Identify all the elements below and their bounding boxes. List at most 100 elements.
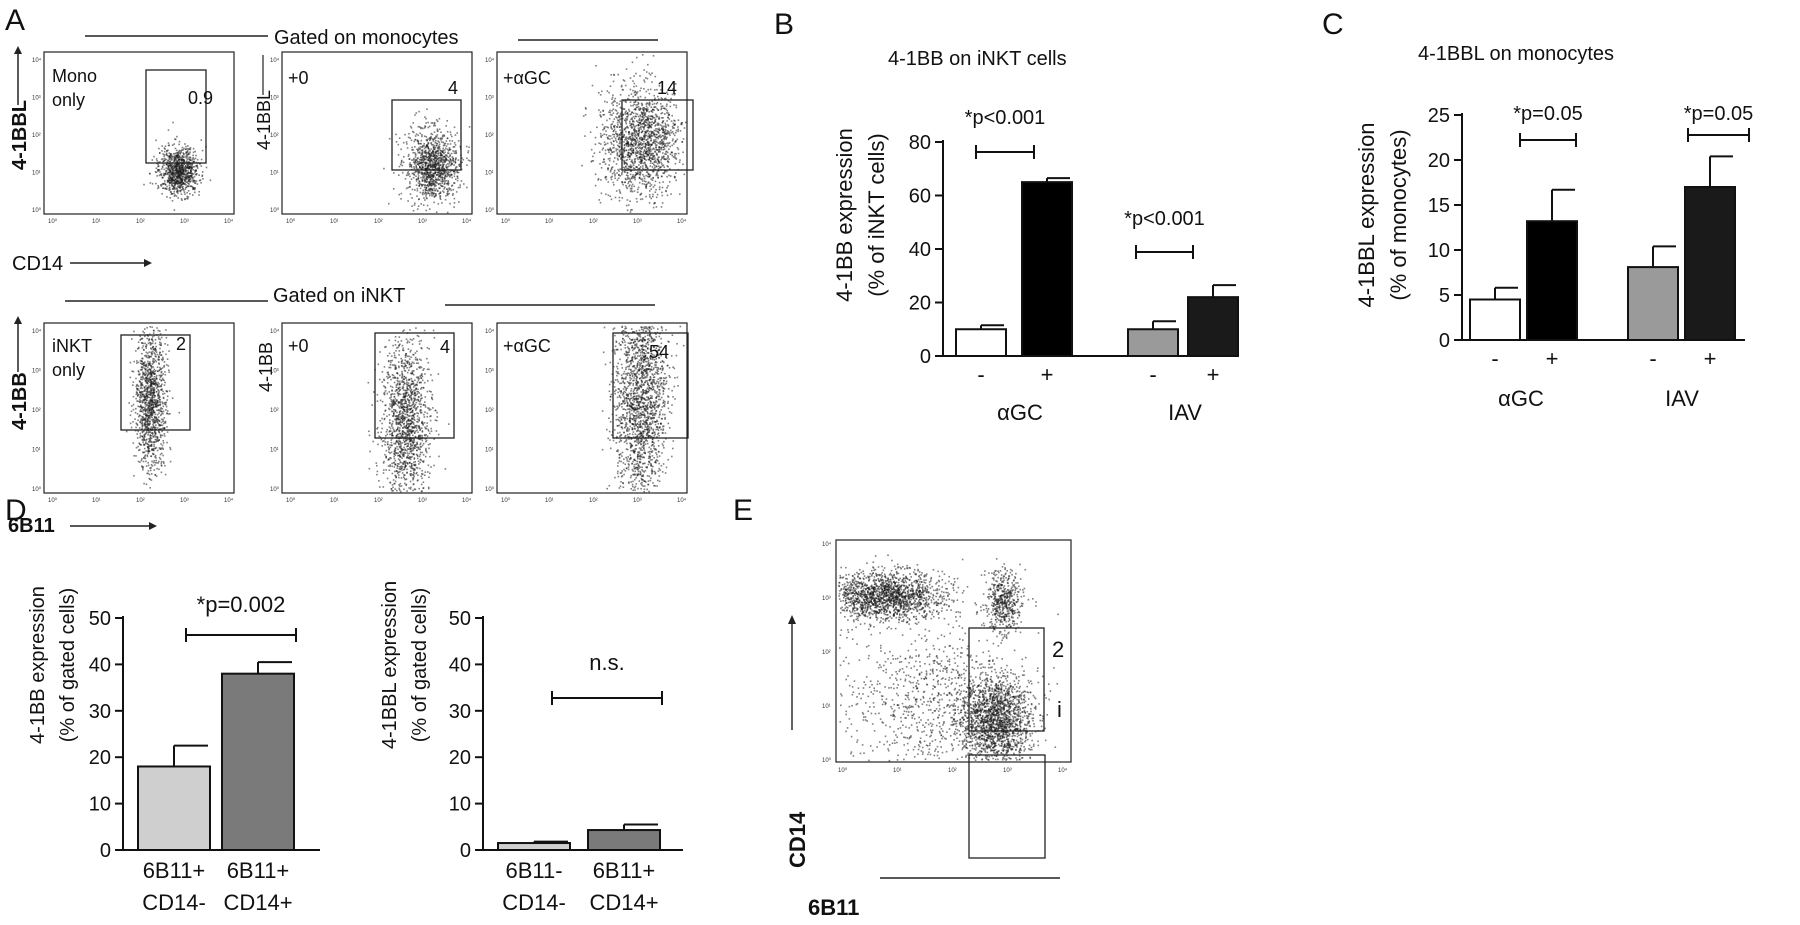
flow-tick-label: 10¹ <box>32 171 41 177</box>
y-axis-label-d-right: 4-1BBL expression (% of gated cells) <box>379 581 431 749</box>
flow-tick-label: 10² <box>822 650 831 656</box>
flow-tick-label: 10¹ <box>545 498 554 504</box>
y-tick-label: 20 <box>1428 150 1450 172</box>
panel-label-b: B <box>774 8 794 41</box>
flow-tick-label: 10³ <box>418 219 427 225</box>
flow-tick-label: 10¹ <box>545 219 554 225</box>
flow-tick-label: 10² <box>270 408 279 414</box>
axis-arrowhead <box>14 316 22 324</box>
flow-tick-label: 10³ <box>418 498 427 504</box>
flow-tick-label: 10⁰ <box>270 486 280 493</box>
y-tick-label: 0 <box>1439 330 1450 352</box>
flow-tick-label: 10³ <box>485 96 494 102</box>
gate-value: 0.9 <box>188 88 213 108</box>
gate-e-lower-label: i <box>1057 697 1062 722</box>
flow-tick-label: 10² <box>374 219 383 225</box>
flow-tick-label: 10² <box>485 408 494 414</box>
density-cloud <box>581 54 687 213</box>
axis-label-4-1bb: 4-1BB <box>9 372 31 430</box>
flow-tick-label: 10³ <box>633 219 642 225</box>
flow-tick-label: 10¹ <box>485 448 494 454</box>
treatment-sign: + <box>1207 362 1220 387</box>
gate-value: 4 <box>440 337 450 357</box>
flow-tick-label: 10⁰ <box>838 767 848 774</box>
y-axis-label-d-left: 4-1BB expression (% of gated cells) <box>27 586 79 744</box>
flow-tick-label: 10⁰ <box>32 486 42 493</box>
flow-tick-label: 10¹ <box>270 448 279 454</box>
flow-tick-label: 10³ <box>180 219 189 225</box>
flow-tick-label: 10² <box>374 498 383 504</box>
bar <box>1627 266 1679 342</box>
y-tick-label: 15 <box>1428 195 1450 217</box>
density-cloud <box>838 554 1016 633</box>
flow-tick-label: 10⁰ <box>501 218 511 225</box>
panel-a-top-header: Gated on monocytes <box>274 27 459 49</box>
density-cloud <box>383 108 471 214</box>
bar-chart-b: 0 20 40 60 80 - + - + αGC IAV *p<0.001 *p<0.001 <box>909 107 1239 425</box>
group-label: αGC <box>997 400 1043 425</box>
panel-a-bottom-header: Gated on iNKT <box>273 285 405 307</box>
flow-tick-label: 10¹ <box>92 498 101 504</box>
flow-plot-e <box>835 539 1072 763</box>
flow-tick-label: 10⁴ <box>1058 767 1068 774</box>
flow-tick-label: 10⁰ <box>270 207 280 214</box>
flow-tick-label: 10⁴ <box>677 497 687 504</box>
flow-tick-label: 10¹ <box>330 219 339 225</box>
flow-tick-label: 10⁴ <box>677 218 687 225</box>
panel-d: 4-1BB expression (% of gated cells) 0 10 20… <box>27 581 683 915</box>
flow-tick-label: 10⁴ <box>270 57 280 64</box>
flow-tick-label: 10³ <box>32 96 41 102</box>
axis-arrowhead <box>144 259 152 267</box>
flow-tick-label: 10⁰ <box>48 218 58 225</box>
bar <box>497 842 571 851</box>
plot-corner-text: +0 <box>288 336 309 356</box>
axis-label-6b11: 6B11 <box>8 515 55 537</box>
y-tick-label: 0 <box>460 840 471 862</box>
chart-title-c: 4-1BBL on monocytes <box>1418 43 1614 65</box>
flow-tick-label: 10⁴ <box>485 57 495 64</box>
gate-mono-plus-agc <box>621 99 694 171</box>
category-label: 6B11+ <box>227 858 290 883</box>
density-cloud <box>143 121 212 211</box>
gate-value: 14 <box>657 78 677 98</box>
group-label: αGC <box>1498 386 1544 411</box>
y-tick-label: 10 <box>89 794 111 816</box>
y-tick-label: 30 <box>449 701 471 723</box>
flow-tick-label: 10¹ <box>32 448 41 454</box>
gate-e-upper-label: 2 <box>1052 637 1064 662</box>
flow-tick-label: 10⁰ <box>485 486 495 493</box>
category-label: 6B11+ <box>593 858 656 883</box>
flow-tick-label: 10³ <box>270 96 279 102</box>
flow-tick-label: 10² <box>136 498 145 504</box>
axis-label-e-6b11: 6B11 <box>808 895 859 920</box>
y-tick-label: 20 <box>89 747 111 769</box>
gate-value: 2 <box>176 334 186 354</box>
category-label: CD14- <box>502 890 566 915</box>
panel-label-c: C <box>1322 8 1344 41</box>
flow-plot-mono-plus0 <box>281 51 473 215</box>
y-axis-label-c: 4-1BBL expression (% of monocytes) <box>1354 122 1411 307</box>
flow-tick-label: 10² <box>32 408 41 414</box>
y-tick-label: 25 <box>1428 105 1450 127</box>
panel-b: 4-1BB on iNKT cells 4-1BB expression (% o… <box>832 48 1239 425</box>
axis-arrowhead <box>14 46 22 54</box>
bar <box>1187 296 1239 357</box>
chart-title-b: 4-1BB on iNKT cells <box>888 48 1067 70</box>
flow-tick-label: 10² <box>485 133 494 139</box>
bar <box>955 328 1007 357</box>
panel-e: 2 i CD14 6B11 10⁰10⁰10¹10¹10²10²10³10³10… <box>785 539 1072 920</box>
flow-tick-label: 10¹ <box>330 498 339 504</box>
flow-tick-label: 10² <box>32 133 41 139</box>
density-cloud <box>938 655 1057 761</box>
gate-inkt-plus-agc <box>612 332 689 439</box>
flow-plot-inkt-only <box>43 322 235 494</box>
plot-corner-text: +0 <box>288 68 309 88</box>
y-tick-label: 20 <box>909 293 931 315</box>
y-tick-label: 50 <box>89 608 111 630</box>
y-tick-label: 20 <box>449 747 471 769</box>
y-tick-label: 60 <box>909 186 931 208</box>
flow-tick-label: 10⁴ <box>224 497 234 504</box>
flow-tick-label: 10⁰ <box>485 207 495 214</box>
